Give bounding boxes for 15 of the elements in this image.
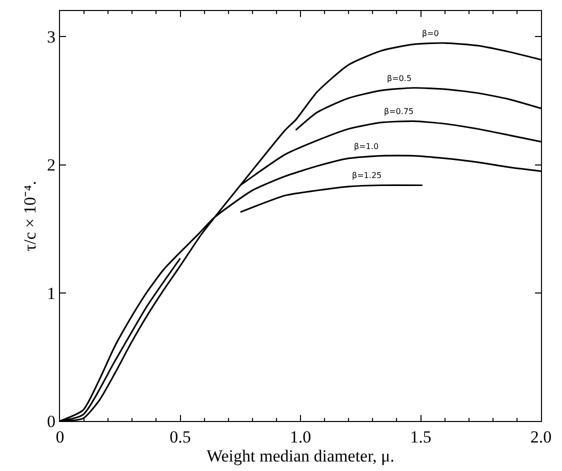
series-label: β=0: [422, 29, 439, 38]
y-axis-title: τ/c × 10⁻⁴.: [20, 180, 40, 252]
x-tick-label: 0.5: [170, 428, 191, 446]
y-tick-label: 3: [47, 28, 56, 47]
series-label: β=0.5: [387, 74, 412, 83]
series-label: β=1.0: [354, 142, 379, 151]
x-tick-label: 1.5: [410, 428, 432, 446]
series-label: β=0.75: [384, 107, 414, 116]
x-tick-label: 1.0: [290, 428, 312, 446]
series-label: β=1.25: [352, 171, 382, 180]
x-tick-label: 2.0: [530, 428, 552, 446]
x-axis-title: Weight median diameter, μ.: [206, 446, 394, 466]
y-tick-label: 2: [47, 156, 56, 175]
y-tick-label: 1: [47, 284, 56, 303]
y-tick-label: 0: [47, 412, 56, 431]
